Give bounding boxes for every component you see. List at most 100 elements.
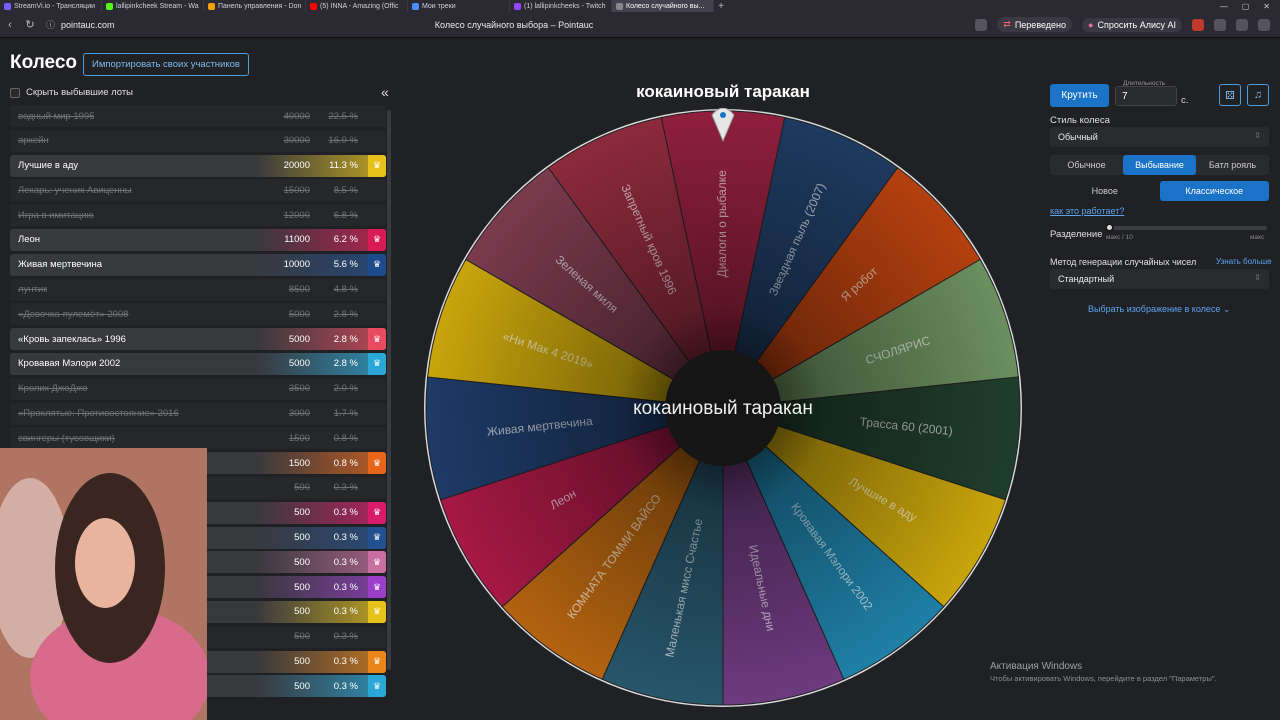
lot-color-fade	[256, 253, 386, 276]
page-title: Колесо случайного выбора – Pointauc	[434, 19, 594, 30]
winner-label: кокаиновый таракан	[636, 82, 810, 101]
alice-button[interactable]: ● Спросить Алису AI	[1082, 17, 1182, 32]
browser-toolbar: ⇄ Переведено ● Спросить Алису AI	[975, 17, 1270, 32]
music-icon[interactable]: ♫	[1247, 84, 1269, 106]
lot-row[interactable]: аркейн 30000 16.9 %	[10, 129, 386, 152]
lot-amount: 500	[294, 606, 310, 618]
spin-button[interactable]: Крутить	[1050, 84, 1109, 107]
lot-row[interactable]: водный мир 1995 40000 22.5 %	[10, 105, 386, 127]
tab-label: Колесо случайного вы...	[626, 2, 705, 10]
lot-row[interactable]: ♛ Кровавая Мэлори 2002 5000 2.8 %	[10, 352, 386, 375]
mode-option[interactable]: Обычное	[1067, 160, 1106, 170]
lot-row[interactable]: лунтик 8500 4.8 %	[10, 278, 386, 301]
lot-name: «Кровь запеклась» 1996	[18, 333, 126, 345]
translated-badge[interactable]: ⇄ Переведено	[997, 17, 1073, 32]
crown-icon[interactable]: ♛	[368, 352, 386, 375]
dice-icon[interactable]: ⚄	[1219, 84, 1241, 106]
browser-tab[interactable]: (1) lallipinkcheeks - Twitch	[510, 0, 612, 12]
lot-name: Лекарь: ученик Авиценны	[18, 184, 132, 196]
split-slider-knob[interactable]	[1105, 223, 1114, 232]
browser-tab[interactable]: Панель управления - Don	[204, 0, 306, 12]
crown-icon[interactable]: ♛	[368, 600, 386, 623]
hide-eliminated-toggle[interactable]: Скрыть выбывшие лоты	[10, 87, 133, 98]
lot-percent: 6.8 %	[333, 209, 358, 221]
crown-icon[interactable]: ♛	[368, 328, 386, 351]
choose-image-button[interactable]: Выбрать изображение в колесе ⌄	[1088, 304, 1230, 315]
streamer-image	[0, 448, 207, 720]
webcam-overlay	[0, 448, 207, 720]
lot-percent: 0.8 %	[333, 457, 358, 469]
crown-icon[interactable]: ♛	[368, 650, 386, 673]
browser-tab[interactable]: Мои треки	[408, 0, 510, 12]
lot-amount: 3000	[288, 408, 310, 420]
lot-name: Лучшие в аду	[18, 160, 79, 172]
new-tab-button[interactable]: +	[718, 0, 724, 12]
lot-percent: 22.5 %	[328, 110, 358, 122]
lot-row[interactable]: Кролик ДжоДжо 3500 2.0 %	[10, 377, 386, 400]
crown-icon[interactable]: ♛	[368, 675, 386, 698]
how-it-works-link[interactable]: как это работает?	[1050, 206, 1125, 216]
crown-icon[interactable]: ♛	[368, 452, 386, 475]
split-slider[interactable]	[1105, 223, 1267, 232]
fortune-wheel[interactable]: Диалоги о рыбалкеЗвездная пыль (2007)Я р…	[423, 108, 1023, 708]
close-icon[interactable]: ✕	[1263, 1, 1270, 11]
site-info-icon[interactable]: ⓘ	[46, 20, 56, 30]
lot-amount: 500	[294, 507, 310, 519]
crown-icon[interactable]: ♛	[368, 501, 386, 524]
lot-list-scrollbar[interactable]	[387, 110, 391, 670]
url-text: pointauc.com	[61, 19, 115, 30]
reload-icon[interactable]: ↻	[25, 19, 35, 31]
lot-row[interactable]: Игра в имитацию 12000 6.8 %	[10, 204, 386, 227]
rng-select[interactable]: Стандартный ⇳	[1050, 269, 1269, 289]
crown-icon[interactable]: ♛	[368, 576, 386, 599]
downloads-icon[interactable]	[1236, 18, 1248, 31]
import-participants-button[interactable]: Импортировать своих участников	[83, 53, 249, 76]
wheel-style-select[interactable]: Обычный ⇳	[1050, 127, 1269, 147]
lot-color-fade	[256, 352, 386, 375]
url-field[interactable]: ⓘ pointauc.com	[46, 18, 216, 31]
lot-row[interactable]: ♛ Леон 11000 6.2 %	[10, 228, 386, 251]
hide-eliminated-checkbox[interactable]	[10, 87, 20, 98]
mode-option[interactable]: Батл рояль	[1208, 160, 1257, 170]
collapse-panel-icon[interactable]: «	[381, 84, 389, 100]
variant-option[interactable]: Новое	[1091, 186, 1118, 196]
crown-icon[interactable]: ♛	[368, 526, 386, 549]
wheel-page: Колесо Импортировать своих участников Ск…	[0, 38, 1280, 720]
minimize-icon[interactable]: —	[1219, 1, 1228, 11]
lot-name: Леон	[18, 234, 41, 246]
variant-option[interactable]: Классическое	[1159, 181, 1269, 201]
lot-name: водный мир 1995	[18, 110, 95, 122]
lot-percent: 0.3 %	[333, 606, 358, 618]
maximize-icon[interactable]: ▢	[1241, 1, 1250, 11]
browser-tab[interactable]: Колесо случайного вы...	[612, 0, 714, 12]
mode-option[interactable]: Выбывание	[1123, 155, 1196, 175]
split-label: Разделение	[1050, 229, 1103, 240]
lot-row[interactable]: «Проклятые: Противостояние» 2016 3000 1.7 …	[10, 402, 386, 425]
lot-row[interactable]: ♛ «Кровь запеклась» 1996 5000 2.8 %	[10, 328, 386, 351]
rng-more-link[interactable]: Узнать больше	[1216, 257, 1272, 266]
lot-row[interactable]: свингеры (тусовщики) 1500 0.8 %	[10, 427, 386, 450]
lot-row[interactable]: «Девочка-пулемёт» 2008 5000 2.8 %	[10, 303, 386, 326]
back-icon[interactable]: ‹	[8, 18, 12, 31]
lot-row[interactable]: Лекарь: ученик Авиценны 15000 8.5 %	[10, 179, 386, 202]
lot-amount: 500	[294, 656, 310, 668]
bookmark-icon[interactable]	[975, 18, 988, 31]
duration-unit: с.	[1181, 95, 1189, 106]
crown-icon[interactable]: ♛	[368, 228, 386, 251]
browser-tab[interactable]: (5) INNA - Amazing (Offic	[306, 0, 408, 12]
extension-icon[interactable]	[1214, 18, 1226, 31]
crown-icon[interactable]: ♛	[368, 253, 386, 276]
rng-label: Метод генерации случайных чисел	[1050, 257, 1197, 267]
adblock-icon[interactable]	[1192, 18, 1204, 31]
duration-input[interactable]	[1115, 86, 1177, 106]
split-min-label: макс / 10	[1106, 234, 1133, 241]
lot-color-fade	[256, 501, 386, 524]
browser-tab[interactable]: StreamVi.io - Трансляции	[0, 0, 102, 12]
lot-row[interactable]: ♛ Живая мертвечина 10000 5.6 %	[10, 253, 386, 276]
crown-icon[interactable]: ♛	[368, 154, 386, 177]
tab-favicon-icon	[616, 2, 623, 10]
crown-icon[interactable]: ♛	[368, 551, 386, 574]
lot-row[interactable]: ♛ Лучшие в аду 20000 11.3 %	[10, 154, 386, 177]
menu-icon[interactable]	[1258, 18, 1270, 31]
browser-tab[interactable]: lallipinkcheek Stream - Wa	[102, 0, 204, 12]
